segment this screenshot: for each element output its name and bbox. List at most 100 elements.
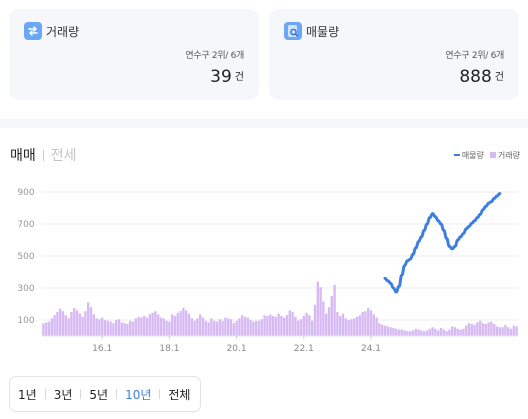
x-tick-label: 18.1 <box>159 344 179 354</box>
volume-bar <box>56 312 59 336</box>
tab-sale[interactable]: 매매 <box>10 148 36 164</box>
volume-bar <box>115 320 118 336</box>
volume-bar <box>255 320 258 336</box>
volume-bar <box>134 318 137 336</box>
volume-bar <box>414 328 417 336</box>
volume-bar <box>182 308 185 336</box>
volume-bar <box>151 312 154 336</box>
legend-bar-swatch <box>489 152 496 158</box>
volume-bar <box>95 318 98 336</box>
volume-bar <box>386 326 389 336</box>
volume-bar <box>459 329 462 336</box>
volume-bar <box>176 312 179 336</box>
volume-bar <box>501 327 504 336</box>
volume-bar <box>165 320 168 336</box>
volume-bar <box>389 327 392 336</box>
volume-bar <box>358 315 361 336</box>
tab-separator <box>42 150 44 161</box>
volume-chart: 100 300 500 700 900 16.1 18.1 20.1 22.1 24.1 <box>17 188 518 354</box>
volume-bar <box>400 329 403 336</box>
y-tick-label: 100 <box>17 316 34 326</box>
volume-bar <box>81 316 84 336</box>
volume-bar <box>221 320 224 336</box>
range-1y-button[interactable]: 1년 <box>18 387 37 402</box>
volume-bar <box>148 314 151 336</box>
volume-bar <box>288 310 291 336</box>
volume-bar <box>341 313 345 336</box>
volume-bar <box>252 321 255 336</box>
trade-volume-card: 거래량 연수구 2위/ 6개 39 건 <box>9 9 259 100</box>
trade-volume-rank: 연수구 2위/ 6개 <box>185 51 244 61</box>
volume-bar <box>339 316 342 336</box>
volume-bar <box>204 320 207 336</box>
volume-bar <box>495 326 499 336</box>
volume-bar <box>327 307 331 336</box>
volume-bar <box>378 323 381 336</box>
volume-bar <box>106 320 109 336</box>
volume-bar <box>112 323 115 336</box>
volume-bar <box>126 324 129 336</box>
volume-bar <box>372 314 375 336</box>
volume-bar <box>59 308 62 336</box>
trade-volume-unit: 건 <box>234 72 244 83</box>
volume-bar <box>277 313 280 336</box>
volume-bar <box>98 319 101 336</box>
volume-bar <box>498 327 501 336</box>
volume-bar <box>515 326 518 336</box>
volume-bar <box>179 311 182 336</box>
volume-bar <box>350 319 353 336</box>
volume-bar <box>425 330 429 336</box>
volume-bar <box>294 316 297 336</box>
volume-bar <box>369 310 373 336</box>
volume-bar <box>274 316 277 336</box>
volume-bar <box>61 311 65 336</box>
volume-bar <box>434 328 437 336</box>
tab-jeonse[interactable]: 전세 <box>50 148 77 164</box>
volume-bar <box>493 324 496 336</box>
listing-volume-card: 매물량 연수구 2위/ 6개 888 건 <box>269 9 519 100</box>
legend-line-label: 매물량 <box>461 151 484 160</box>
volume-bar <box>271 316 275 336</box>
volume-bar <box>123 323 126 336</box>
volume-bar <box>78 313 81 336</box>
volume-bar <box>325 313 328 336</box>
range-5y-button[interactable]: 5년 <box>89 387 109 402</box>
section-divider <box>0 119 528 128</box>
volume-bar <box>103 320 107 336</box>
volume-bar <box>330 296 333 336</box>
volume-bar <box>190 318 193 336</box>
volume-bar <box>131 321 135 336</box>
volume-bar <box>75 310 79 336</box>
volume-bar <box>361 312 364 336</box>
volume-bar <box>423 331 426 336</box>
range-separator <box>44 389 46 399</box>
volume-bar <box>101 317 104 336</box>
volume-bar <box>395 328 398 336</box>
volume-bar <box>428 328 431 336</box>
volume-bar <box>45 322 48 336</box>
volume-bar <box>409 331 412 336</box>
deal-type-tabs: 매매 전세 <box>10 145 77 165</box>
volume-bar <box>381 324 384 336</box>
volume-bar <box>199 314 202 336</box>
volume-bar <box>431 327 434 336</box>
volume-bar <box>196 318 199 336</box>
x-tick-label: 20.1 <box>227 344 247 354</box>
range-all-button[interactable]: 전체 <box>168 387 191 402</box>
volume-bar <box>509 328 513 336</box>
range-3y-button[interactable]: 3년 <box>53 387 73 402</box>
volume-bar <box>257 320 261 336</box>
volume-bar <box>333 284 336 336</box>
volume-bar <box>456 328 459 336</box>
volume-bar <box>311 320 314 336</box>
listing-volume-number: 888 <box>459 67 492 87</box>
volume-bar <box>473 324 476 336</box>
volume-bar <box>453 327 457 336</box>
legend-bar-label: 거래량 <box>497 151 520 160</box>
volume-bar <box>299 319 303 336</box>
volume-bar <box>210 318 213 336</box>
volume-bar <box>470 324 473 336</box>
range-10y-button[interactable]: 10년 <box>125 387 152 402</box>
range-separator <box>116 389 118 399</box>
y-tick-label: 300 <box>17 284 34 294</box>
